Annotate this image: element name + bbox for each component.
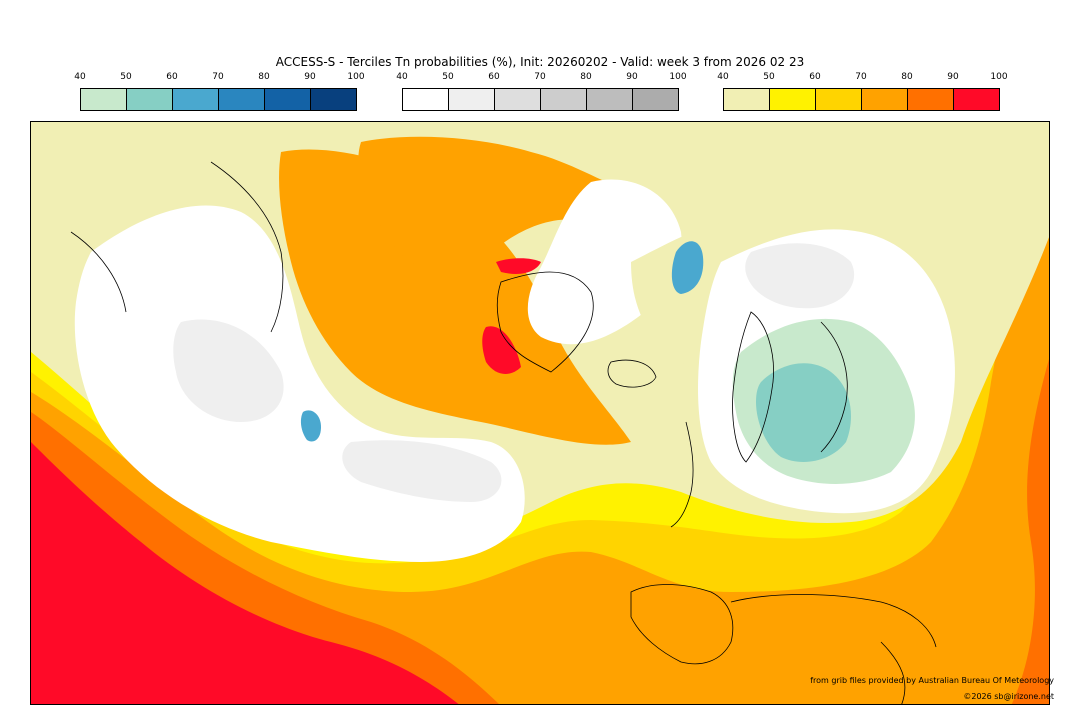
coastlines bbox=[70, 161, 937, 704]
colorbar-tick-label: 50 bbox=[763, 72, 775, 82]
colorbar-near-normal bbox=[402, 88, 679, 111]
colorbar-cell bbox=[127, 89, 173, 110]
colorbar-tick-label: 60 bbox=[166, 72, 178, 82]
colorbar-cell bbox=[633, 89, 678, 110]
field-near-normal-grey-canada bbox=[173, 319, 284, 422]
colorbar-cell bbox=[265, 89, 311, 110]
colorbar-cell bbox=[724, 89, 770, 110]
colorbar-cell bbox=[311, 89, 356, 110]
probability-map-svg bbox=[31, 122, 1049, 704]
field-below-normal-blue-spot-west bbox=[300, 410, 321, 442]
colorbar-tick-label: 50 bbox=[120, 72, 132, 82]
colorbar-cell bbox=[862, 89, 908, 110]
colorbar-tick-label: 70 bbox=[534, 72, 546, 82]
colorbar-tick-label: 40 bbox=[717, 72, 729, 82]
colorbar-tick-label: 40 bbox=[396, 72, 408, 82]
colorbar-cell bbox=[449, 89, 495, 110]
colorbar-tick-label: 90 bbox=[626, 72, 638, 82]
colorbar-tick-label: 70 bbox=[212, 72, 224, 82]
colorbar-tick-label: 100 bbox=[347, 72, 365, 82]
field-near-normal-grey-arctic bbox=[745, 243, 855, 309]
data-source-credit: from grib files provided by Australian B… bbox=[810, 676, 1054, 685]
colorbar-cell bbox=[541, 89, 587, 110]
colorbar-above-normal bbox=[723, 88, 1000, 111]
copyright-credit: ©2026 sb@irizone.net bbox=[963, 692, 1054, 701]
field-near-normal-grey-atlantic bbox=[342, 440, 502, 502]
colorbar-tick-label: 100 bbox=[669, 72, 687, 82]
colorbar-tick-label: 60 bbox=[809, 72, 821, 82]
map-title: ACCESS-S - Terciles Tn probabilities (%)… bbox=[275, 55, 805, 69]
colorbar-tick-label: 90 bbox=[304, 72, 316, 82]
field-below-normal-blue-spot bbox=[671, 241, 704, 294]
colorbar-tick-label: 80 bbox=[580, 72, 592, 82]
colorbar-tick-label: 100 bbox=[990, 72, 1008, 82]
colorbar-tick-label: 60 bbox=[488, 72, 500, 82]
colorbar-cell bbox=[908, 89, 954, 110]
colorbar-tick-label: 90 bbox=[947, 72, 959, 82]
colorbar-cell bbox=[954, 89, 999, 110]
colorbar-tick-label: 40 bbox=[74, 72, 86, 82]
colorbar-cell bbox=[587, 89, 633, 110]
field-70-80-arctic bbox=[358, 136, 671, 273]
colorbar-cell bbox=[219, 89, 265, 110]
colorbar-cell bbox=[81, 89, 127, 110]
field-below-normal-scandinavia-teal bbox=[756, 363, 851, 462]
colorbar-tick-label: 70 bbox=[855, 72, 867, 82]
probability-map bbox=[30, 121, 1050, 705]
colorbar-cell bbox=[770, 89, 816, 110]
field-90-100-arctic-strip bbox=[496, 258, 541, 274]
colorbar-tick-label: 80 bbox=[258, 72, 270, 82]
field-90-100-greenland bbox=[482, 326, 521, 374]
colorbar-cell bbox=[495, 89, 541, 110]
colorbar-tick-label: 50 bbox=[442, 72, 454, 82]
colorbar-cell bbox=[173, 89, 219, 110]
colorbar-tick-label: 80 bbox=[901, 72, 913, 82]
colorbar-cell bbox=[816, 89, 862, 110]
colorbar-cell bbox=[403, 89, 449, 110]
colorbar-below-normal bbox=[80, 88, 357, 111]
field-70-80-atlantic bbox=[279, 149, 631, 445]
